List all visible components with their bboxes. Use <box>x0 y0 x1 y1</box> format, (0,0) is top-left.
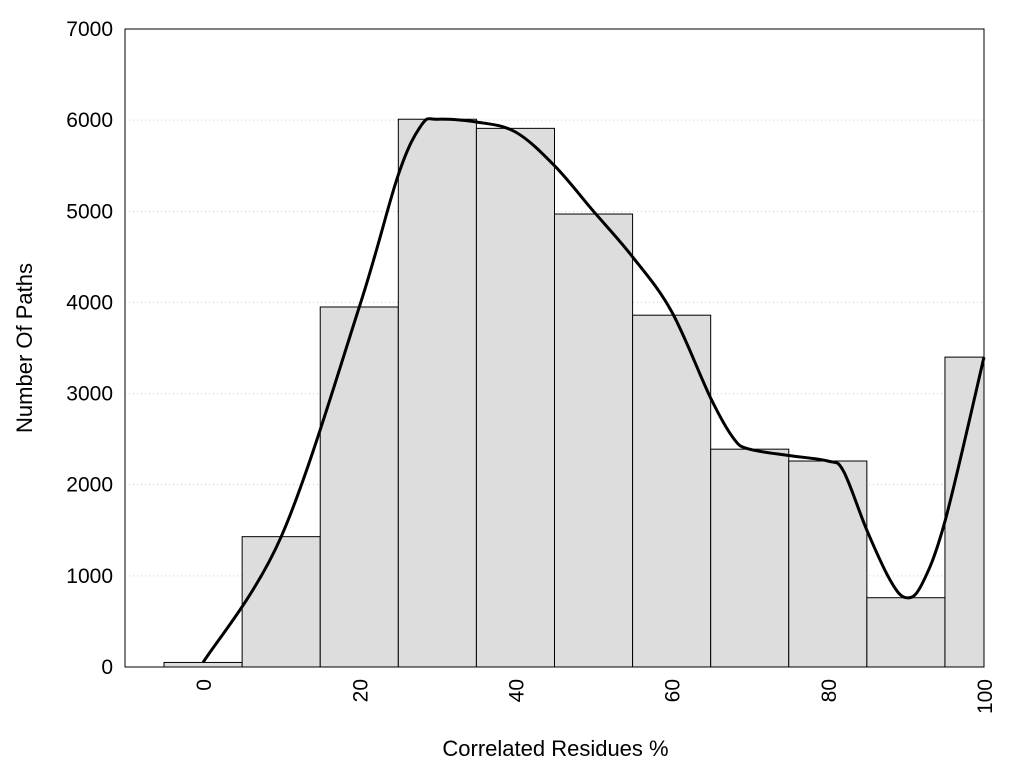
x-tick-label: 20 <box>349 679 372 702</box>
smoothed-curve <box>201 117 986 664</box>
x-axis-ticks: 0 20 40 60 80 100 <box>193 679 997 714</box>
x-tick-label: 40 <box>505 679 528 702</box>
bar-90 <box>866 597 946 668</box>
y-tick-label: 7000 <box>66 18 113 41</box>
bar-70 <box>710 448 790 668</box>
bar-30 <box>397 118 477 668</box>
plot-frame <box>124 28 985 668</box>
histogram-bars <box>163 118 985 668</box>
bar-20 <box>319 306 399 668</box>
bar-60 <box>632 314 712 668</box>
y-tick-label: 6000 <box>66 109 113 132</box>
bar-40 <box>475 127 555 668</box>
x-axis-label: Correlated Residues % <box>442 736 668 761</box>
bar-10 <box>241 536 321 668</box>
y-tick-label: 1000 <box>66 565 113 588</box>
y-tick-label: 5000 <box>66 200 113 223</box>
x-tick-label: 0 <box>193 679 216 691</box>
x-tick-label: 100 <box>974 679 997 714</box>
bar-0 <box>163 661 243 668</box>
x-tick-label: 80 <box>818 679 841 702</box>
curve-line <box>201 117 986 664</box>
bar-80 <box>788 460 868 668</box>
x-tick-label: 60 <box>662 679 685 702</box>
bar-50 <box>554 213 634 668</box>
y-tick-label: 0 <box>101 656 113 679</box>
y-tick-label: 2000 <box>66 474 113 497</box>
bar-100 <box>944 356 985 668</box>
y-tick-label: 3000 <box>66 383 113 406</box>
y-axis-label: Number Of Paths <box>12 263 37 433</box>
y-tick-label: 4000 <box>66 291 113 314</box>
y-axis-ticks: 0 1000 2000 3000 4000 5000 6000 7000 <box>66 18 113 679</box>
